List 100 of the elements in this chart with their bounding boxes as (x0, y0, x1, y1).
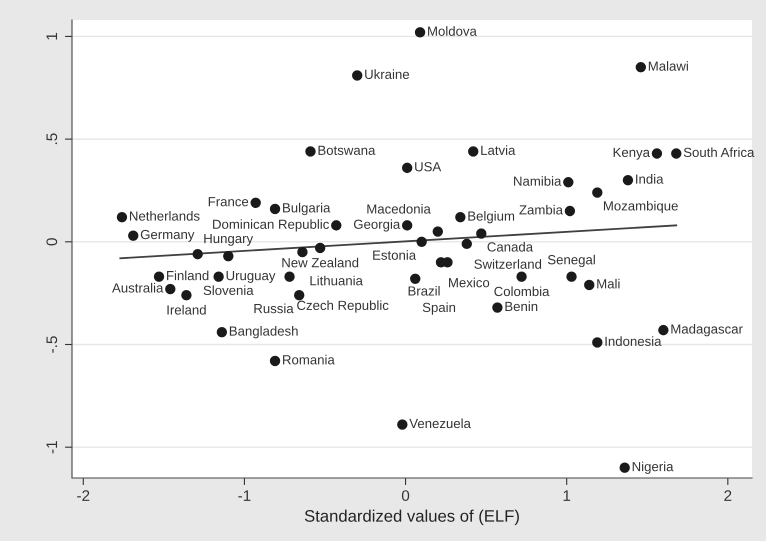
point (192, 248, 203, 260)
annotation: Spain (422, 302, 456, 315)
point (305, 146, 316, 157)
annotation: Mali (597, 278, 620, 288)
point (563, 177, 574, 188)
y-tick-label: -1 (46, 441, 58, 454)
annotation: Macedonia (367, 204, 431, 214)
point (416, 236, 427, 248)
point (516, 272, 527, 282)
annotation: Ireland (167, 304, 206, 315)
annotation: Botswana (318, 146, 376, 155)
point (165, 284, 176, 294)
point (284, 272, 295, 282)
annotation: India (636, 174, 664, 184)
annotation: France (208, 197, 248, 206)
point (397, 419, 408, 430)
annotation: Slovenia (204, 285, 254, 296)
y-tick-label: -.5 (46, 336, 58, 353)
annotation: Russia (254, 304, 294, 314)
annotation: Kenya (614, 148, 650, 160)
point (564, 206, 576, 216)
y-tick-label: .5 (46, 133, 58, 144)
x-tick-label: 0 (402, 490, 410, 502)
annotation: Germany (140, 230, 194, 242)
point (622, 175, 634, 186)
point (116, 212, 128, 222)
point (414, 27, 426, 38)
annotation: Ukraine (365, 69, 410, 79)
point (620, 462, 630, 473)
point (402, 220, 412, 231)
point (297, 246, 308, 258)
annotation: Finland (167, 270, 208, 280)
annotation: Brazil (408, 286, 440, 296)
annotation: Benin (505, 301, 538, 312)
point (492, 302, 503, 313)
annotation: Bulgaria (283, 202, 330, 216)
point (128, 230, 138, 241)
annotation: Venezuela (409, 418, 471, 428)
point (154, 272, 164, 282)
point (468, 146, 478, 157)
point (352, 70, 362, 81)
annotation: Zambia (519, 204, 563, 215)
annotation: Madagascar (671, 324, 743, 336)
annotation: Netherlands (130, 211, 200, 221)
annotation: Georgia (354, 219, 400, 232)
annotation: Namibia (514, 176, 562, 186)
point (213, 272, 224, 282)
point (462, 238, 472, 250)
point (223, 250, 234, 262)
annotation: Indonesia (605, 336, 662, 346)
annotation: Australia (112, 282, 164, 293)
point (592, 187, 603, 198)
annotation: Malawi (648, 61, 688, 71)
point (566, 272, 577, 282)
point (476, 228, 486, 239)
point (658, 324, 669, 336)
point (592, 337, 603, 348)
x-axis-title: Standardized values of (ELF) (304, 510, 519, 526)
annotation: Nigeria (632, 462, 674, 474)
point (410, 274, 420, 284)
point (216, 326, 228, 338)
x-tick-label: -1 (238, 490, 250, 501)
point (270, 356, 280, 366)
point (294, 290, 304, 300)
annotation: Colombia (494, 286, 550, 296)
annotation: Moldova (428, 26, 477, 36)
point (432, 226, 443, 237)
point (584, 280, 594, 290)
annotation: Switzerland (474, 259, 542, 269)
annotation: Canada (488, 242, 534, 252)
point (636, 62, 646, 72)
annotation: Czech Republic (297, 300, 389, 313)
annotation: Mexico (449, 278, 490, 288)
point (671, 148, 682, 159)
annotation: Dominican Republic (213, 219, 329, 232)
annotation: New Zealand (282, 258, 358, 268)
annotation: Romania (283, 354, 335, 364)
x-tick-label: 1 (564, 490, 570, 501)
y-tick-label: 1 (46, 32, 58, 40)
point (455, 212, 466, 222)
annotation: Bangladesh (230, 326, 298, 338)
annotation: Estonia (373, 250, 416, 260)
point (331, 220, 342, 231)
annotation: South Africa (684, 147, 754, 158)
annotation: Lithuania (310, 276, 363, 286)
x-tick-label: -2 (77, 490, 90, 501)
annotation: Latvia (481, 145, 516, 155)
annotation: USA (415, 162, 442, 172)
point (250, 198, 261, 208)
point (402, 162, 412, 174)
x-tick-label: 2 (724, 490, 732, 501)
point (652, 148, 662, 159)
point (314, 242, 326, 254)
annotation: Uruguay (226, 271, 276, 283)
point (181, 290, 192, 300)
annotation: Senegal (548, 254, 595, 268)
annotation: Mozambique (604, 200, 678, 214)
annotation: Belgium (468, 211, 514, 224)
y-tick-label: 0 (46, 238, 58, 246)
annotation: Hungary (204, 234, 254, 246)
